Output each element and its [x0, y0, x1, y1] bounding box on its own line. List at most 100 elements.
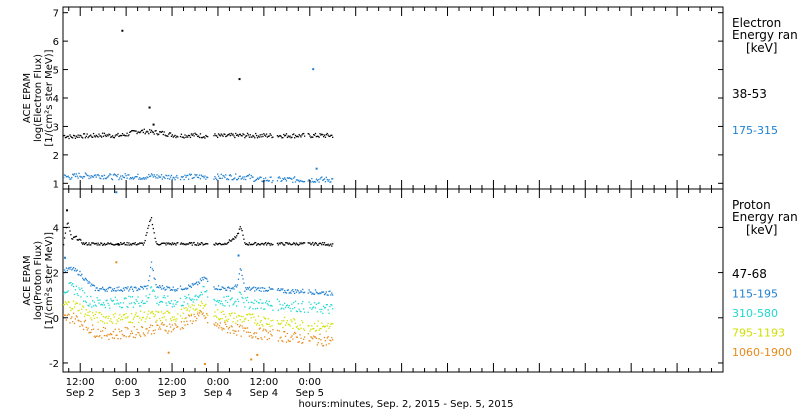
data-point: [173, 242, 175, 244]
data-point: [161, 178, 164, 180]
data-point: [236, 320, 239, 322]
data-point: [322, 312, 324, 315]
data-point: [298, 133, 300, 136]
data-point: [243, 320, 245, 322]
data-point: [140, 326, 143, 328]
data-point: [168, 312, 171, 314]
data-point: [114, 174, 116, 176]
data-point: [71, 136, 73, 139]
data-point: [301, 342, 303, 344]
data-point: [196, 244, 198, 246]
data-point: [63, 135, 65, 137]
data-point: [84, 300, 87, 302]
data-point: [267, 304, 270, 306]
data-point: [83, 315, 86, 317]
data-point: [146, 300, 148, 303]
data-point: [101, 286, 104, 288]
data-point: [153, 290, 155, 292]
data-point: [162, 312, 164, 315]
data-point: [314, 289, 317, 291]
data-point: [190, 314, 193, 317]
data-point: [141, 326, 144, 329]
data-point: [74, 289, 77, 291]
data-point: [81, 308, 83, 310]
data-point: [123, 289, 125, 291]
data-point: [322, 135, 325, 138]
data-point: [95, 242, 97, 245]
data-point: [198, 243, 201, 245]
data-point: [183, 137, 185, 139]
data-point: [130, 177, 132, 179]
data-point: [279, 243, 281, 245]
data-point: [113, 287, 116, 290]
data-point: [303, 135, 306, 137]
data-point: [161, 242, 164, 244]
data-point: [103, 334, 106, 337]
data-point: [321, 308, 323, 311]
data-point: [197, 281, 200, 283]
data-point: [115, 322, 117, 325]
data-point: [181, 136, 183, 138]
data-point: [154, 295, 156, 297]
data-point: [133, 316, 135, 318]
data-point: [280, 180, 282, 183]
data-point: [104, 177, 106, 180]
data-point: [189, 298, 192, 301]
data-point: [153, 316, 155, 318]
data-point: [258, 136, 260, 138]
data-point: [176, 326, 178, 328]
data-point: [74, 303, 77, 305]
data-point: [287, 177, 289, 179]
data-point: [229, 315, 231, 317]
data-point: [230, 240, 232, 242]
x-axis-label: hours:minutes, Sep. 2, 2015 - Sep. 5, 20…: [298, 399, 513, 410]
data-point: [76, 302, 78, 304]
data-point: [223, 313, 225, 316]
data-point: [105, 288, 107, 291]
data-point: [258, 177, 260, 179]
data-point: [172, 303, 174, 305]
data-point: [134, 314, 136, 316]
data-point: [270, 320, 272, 322]
data-point: [238, 291, 241, 293]
data-point: [107, 302, 109, 304]
data-point: [308, 301, 310, 303]
data-point: [195, 133, 197, 135]
outlier-point: [250, 358, 253, 361]
data-point: [301, 134, 303, 136]
data-point: [167, 135, 169, 137]
data-point: [246, 314, 249, 316]
data-point: [264, 287, 266, 290]
data-point: [309, 330, 311, 332]
data-point: [241, 325, 243, 327]
data-point: [329, 339, 331, 341]
data-point: [241, 296, 243, 299]
data-point: [72, 300, 75, 302]
data-point: [194, 309, 196, 311]
legend-entry-795-1193: 795-1193: [732, 327, 785, 340]
data-point: [70, 266, 72, 269]
data-point: [312, 241, 314, 244]
data-point: [292, 243, 294, 245]
data-point: [151, 324, 154, 327]
data-point: [73, 236, 76, 238]
data-point: [114, 312, 116, 315]
data-point: [63, 134, 66, 137]
data-point: [258, 324, 260, 326]
data-point: [151, 131, 154, 133]
data-point: [136, 176, 138, 178]
data-point: [86, 244, 88, 246]
data-point: [73, 322, 76, 325]
data-point: [224, 176, 226, 179]
data-point: [130, 286, 133, 288]
data-point: [87, 304, 89, 307]
data-point: [261, 180, 263, 182]
data-point: [245, 299, 248, 302]
data-point: [270, 304, 272, 307]
data-point: [120, 134, 123, 137]
data-point: [265, 133, 268, 135]
data-point: [113, 173, 116, 175]
data-point: [91, 136, 94, 138]
data-point: [191, 134, 193, 136]
data-point: [105, 243, 107, 246]
